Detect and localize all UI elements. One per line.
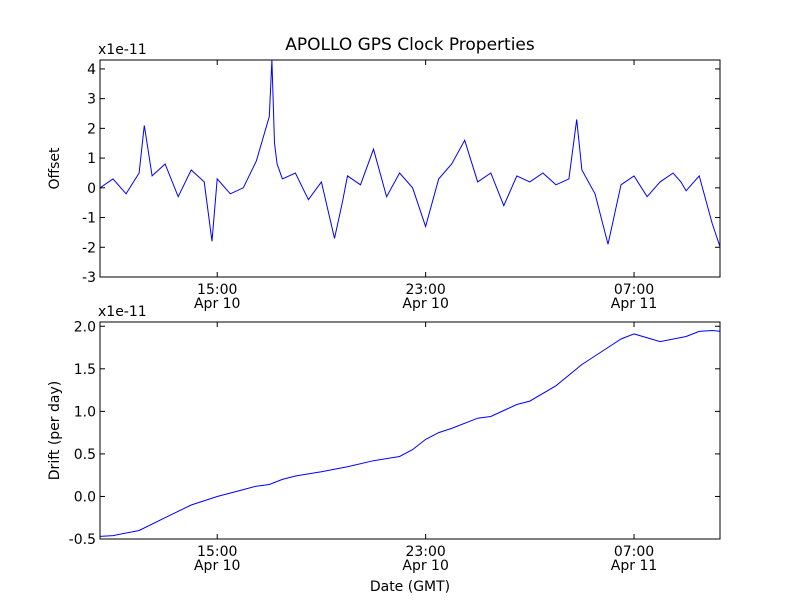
y-tick-label: 4 <box>87 62 96 78</box>
figure-title: APOLLO GPS Clock Properties <box>285 35 535 55</box>
x-tick-time-label: 07:00 <box>614 282 654 298</box>
x-tick-date-label: Apr 10 <box>402 558 448 574</box>
x-tick-date-label: Apr 11 <box>611 558 657 574</box>
y-scale-label: x1e-11 <box>98 304 147 320</box>
x-axis-label: Date (GMT) <box>370 579 450 595</box>
axes-frame <box>99 321 721 540</box>
y-axis-label: Drift (per day) <box>47 381 63 480</box>
y-tick-label: 1.5 <box>74 362 96 378</box>
x-tick-date-label: Apr 11 <box>611 296 657 312</box>
x-tick-time-label: 23:00 <box>405 282 445 298</box>
series-line-1 <box>100 329 720 537</box>
x-tick-time-label: 15:00 <box>197 544 237 560</box>
y-tick-label: -3 <box>82 270 96 286</box>
y-tick-label: -0.5 <box>69 532 96 548</box>
y-axis-label: Offset <box>47 147 63 190</box>
y-tick-label: 0.5 <box>74 447 96 463</box>
series-line-1 <box>100 60 720 249</box>
y-tick-label: 0 <box>87 181 96 197</box>
y-tick-label: 2.0 <box>74 319 96 335</box>
x-tick-date-label: Apr 10 <box>402 296 448 312</box>
y-scale-label: x1e-11 <box>98 42 147 58</box>
y-tick-label: 2 <box>87 121 96 137</box>
y-tick-label: -1 <box>82 211 96 227</box>
axes-frame <box>99 59 721 278</box>
y-tick-label: 1.0 <box>74 404 96 420</box>
y-tick-label: 1 <box>87 151 96 167</box>
x-tick-time-label: 15:00 <box>197 282 237 298</box>
x-tick-date-label: Apr 10 <box>194 296 240 312</box>
x-tick-time-label: 23:00 <box>405 544 445 560</box>
y-tick-label: 3 <box>87 92 96 108</box>
x-tick-time-label: 07:00 <box>614 544 654 560</box>
y-tick-label: -2 <box>82 240 96 256</box>
x-tick-date-label: Apr 10 <box>194 558 240 574</box>
y-tick-label: 0.0 <box>74 489 96 505</box>
